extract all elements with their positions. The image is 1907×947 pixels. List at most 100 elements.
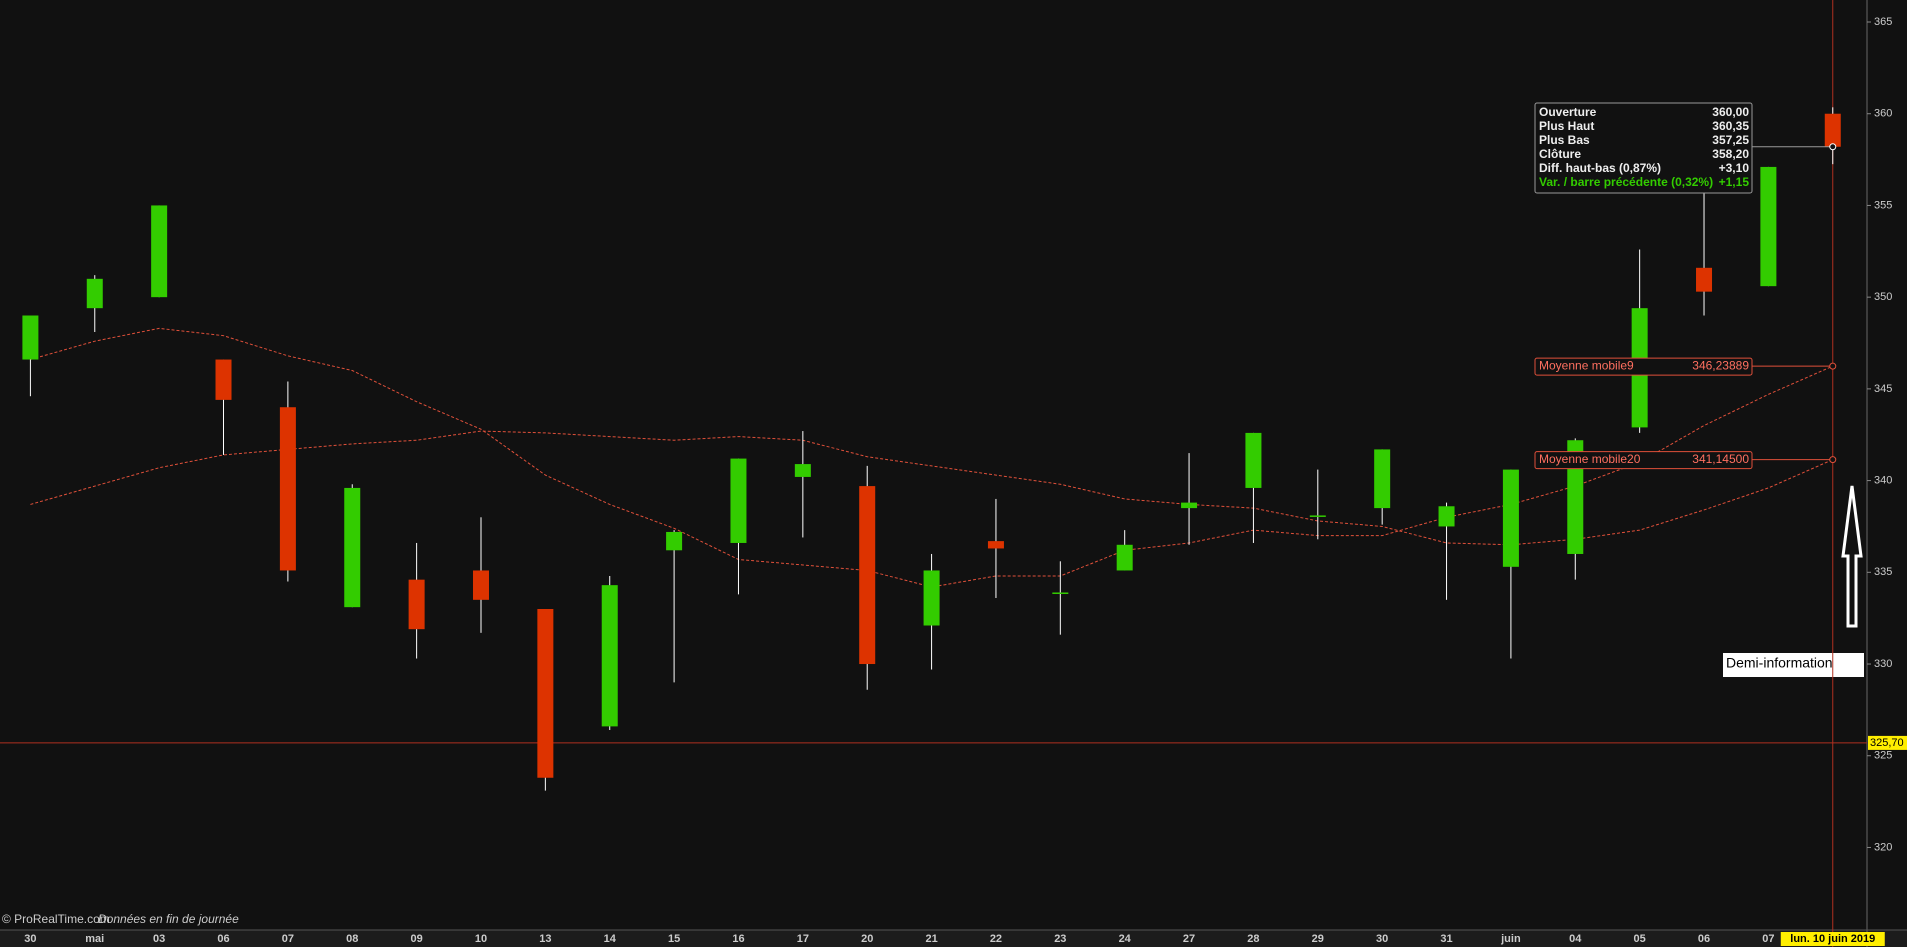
x-tick-label: 08	[346, 933, 358, 945]
x-axis-band	[0, 930, 1907, 947]
x-tick-label: 27	[1183, 933, 1195, 945]
ma-label-name: Moyenne mobile20	[1539, 452, 1641, 466]
x-tick-label: 28	[1247, 933, 1259, 945]
tooltip-value: +3,10	[1719, 161, 1750, 175]
candle-body	[666, 531, 683, 551]
candle-body	[537, 608, 554, 778]
tooltip-value: 358,20	[1712, 147, 1749, 161]
candle-body	[987, 541, 1004, 549]
tooltip-label: Var. / barre précédente (0,32%)	[1539, 175, 1713, 189]
close-dot	[1829, 143, 1837, 151]
x-tick-label: 04	[1569, 933, 1582, 945]
tooltip-label: Diff. haut-bas (0,87%)	[1539, 161, 1661, 175]
x-tick-label: 05	[1634, 933, 1646, 945]
y-tick-label: 330	[1874, 658, 1892, 670]
candle-body	[1696, 267, 1713, 292]
tooltip-label: Plus Haut	[1539, 119, 1594, 133]
candle-body	[1438, 506, 1455, 527]
x-tick-label: 16	[732, 933, 744, 945]
ma-label-box	[1534, 451, 1753, 470]
candle-body	[1824, 113, 1841, 147]
x-tick-label: 17	[797, 933, 809, 945]
tooltip-value: 357,25	[1712, 133, 1749, 147]
tooltip-label: Plus Bas	[1539, 133, 1590, 147]
tooltip-label: Ouverture	[1539, 105, 1597, 119]
y-tick-label: 360	[1874, 108, 1892, 120]
y-tick-label: 335	[1874, 566, 1892, 578]
candle-body	[730, 458, 747, 543]
candle-body	[1116, 544, 1133, 571]
x-tick-label: 06	[217, 933, 229, 945]
x-label-highlight	[1780, 932, 1885, 946]
y-tick-label: 365	[1874, 16, 1892, 28]
candle-body	[1245, 432, 1262, 488]
x-tick-label: 10	[475, 933, 487, 945]
x-tick-label: 07	[282, 933, 294, 945]
candle-body	[859, 486, 876, 665]
x-tick-label: 22	[990, 933, 1002, 945]
x-tick-label: juin	[1500, 933, 1521, 945]
candle-body	[1502, 469, 1519, 567]
tooltip-label: Clôture	[1539, 147, 1581, 161]
x-tick-label: 03	[153, 933, 165, 945]
tooltip-value: 360,35	[1712, 119, 1749, 133]
y-tick-label: 320	[1874, 841, 1892, 853]
x-tick-label: 21	[925, 933, 937, 945]
candle-body	[794, 464, 811, 477]
candle-body	[22, 315, 39, 360]
y-tick-label: 340	[1874, 474, 1892, 486]
candle-body	[1760, 166, 1777, 287]
candle-body	[408, 579, 425, 630]
y-tick-label: 345	[1874, 383, 1892, 395]
x-tick-label: 31	[1440, 933, 1452, 945]
footer-note: Données en fin de journée	[98, 912, 239, 926]
x-tick-label: mai	[85, 933, 104, 945]
candle-body	[279, 407, 296, 571]
candle-body	[1181, 502, 1198, 509]
ma-last-dot	[1829, 362, 1837, 370]
tooltip-value: 360,00	[1712, 105, 1749, 119]
x-tick-label: lun. 10 juin 2019	[1790, 933, 1875, 945]
x-tick-label: 20	[861, 933, 873, 945]
ma-label-value: 341,14500	[1692, 452, 1749, 466]
candle-body	[923, 570, 940, 626]
candle-body	[151, 205, 168, 298]
ma-label-box	[1534, 357, 1753, 376]
x-tick-label: 15	[668, 933, 680, 945]
candle-body	[86, 278, 103, 309]
candle-body	[1309, 515, 1326, 517]
arrow	[1841, 485, 1863, 628]
ma-last-dot	[1829, 456, 1837, 464]
tooltip-value: +1,15	[1719, 175, 1750, 189]
ma-label-value: 346,23889	[1692, 358, 1749, 372]
footer: © ProRealTime.com	[2, 912, 110, 926]
y-tick-label: 325	[1874, 750, 1892, 762]
crosshair-label: 325,70	[1870, 737, 1904, 749]
x-tick-label: 13	[539, 933, 551, 945]
x-tick-label: 30	[1376, 933, 1388, 945]
x-tick-label: 14	[604, 933, 617, 945]
candle-body	[215, 359, 232, 400]
x-tick-label: 06	[1698, 933, 1710, 945]
note-box	[1723, 653, 1864, 677]
x-tick-label: 07	[1762, 933, 1774, 945]
ma-label-name: Moyenne mobile9	[1539, 358, 1634, 372]
candle-body	[344, 487, 361, 608]
candle-body	[1374, 449, 1391, 509]
crosshair-label-bg	[1868, 735, 1907, 750]
x-tick-label: 23	[1054, 933, 1066, 945]
candle-body	[1052, 592, 1069, 594]
candle-body	[601, 585, 618, 727]
y-tick-label: 350	[1874, 291, 1892, 303]
y-tick-label: 355	[1874, 199, 1892, 211]
tooltip-box	[1534, 102, 1753, 194]
candle-body	[472, 570, 489, 600]
moving-average-line	[30, 430, 1833, 546]
note: Demi-information	[1726, 655, 1833, 671]
x-tick-label: 09	[410, 933, 422, 945]
x-tick-label: 29	[1312, 933, 1324, 945]
x-tick-label: 24	[1119, 933, 1132, 945]
x-tick-label: 30	[24, 933, 36, 945]
